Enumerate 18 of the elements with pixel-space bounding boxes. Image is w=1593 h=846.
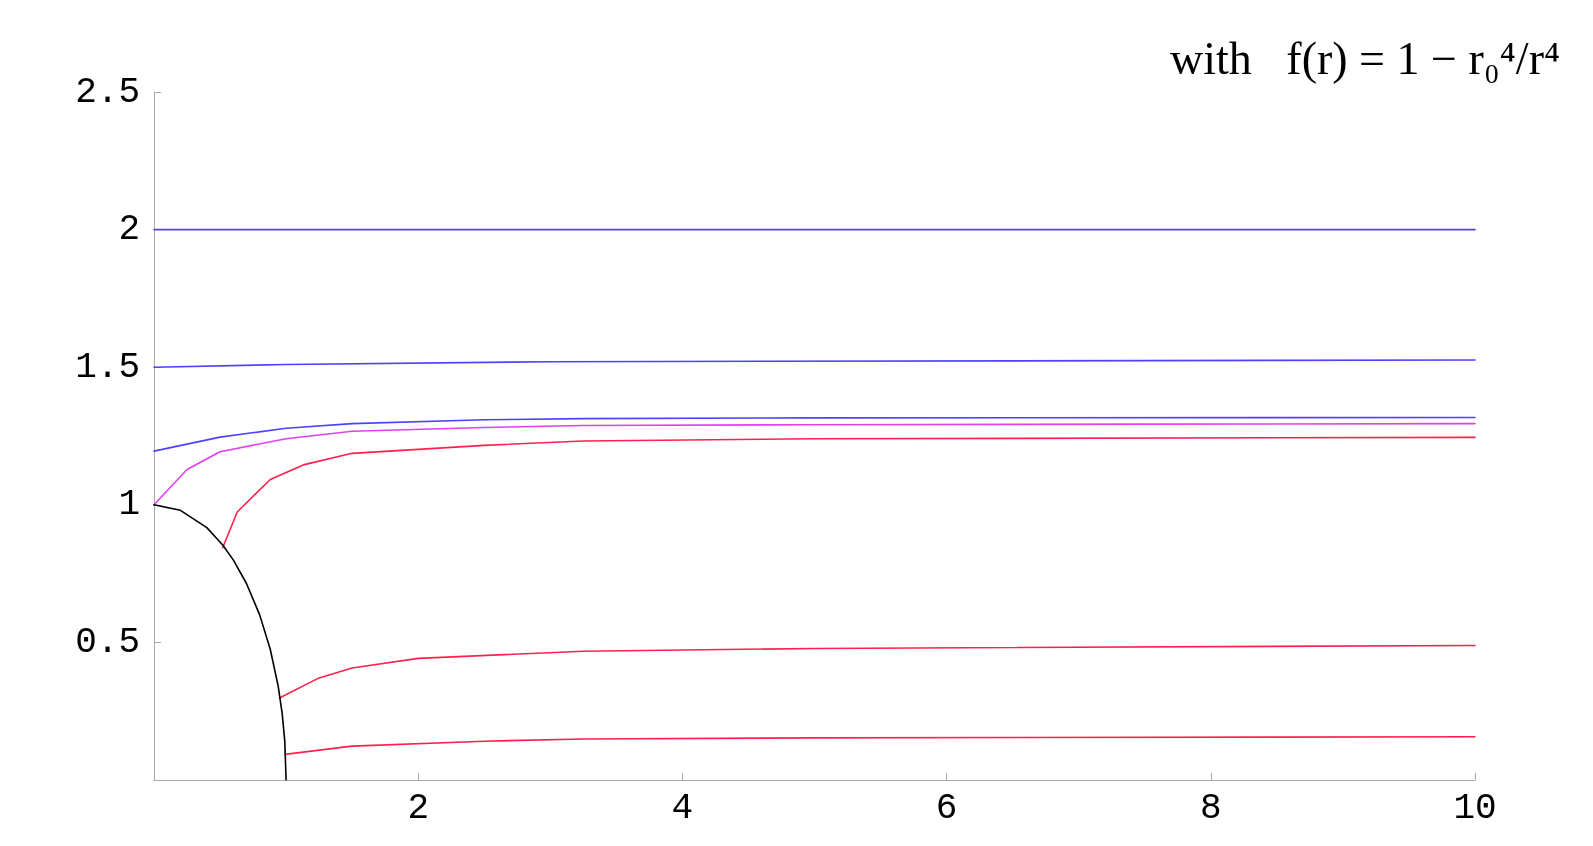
x-tick-label: 2 — [407, 787, 429, 829]
y-tick-label: 1.5 — [75, 346, 140, 388]
line-series — [153, 359, 1476, 368]
line-series — [153, 422, 1476, 506]
line-series — [278, 644, 1476, 699]
y-tick-label: 1 — [118, 484, 140, 526]
x-tick-label: 10 — [1453, 787, 1497, 829]
x-tick-label: 6 — [935, 787, 958, 829]
x-tick-label: 4 — [671, 787, 694, 829]
x-tick-label: 8 — [1200, 787, 1222, 829]
line-series — [221, 436, 1476, 549]
line-series — [153, 504, 287, 781]
y-tick-label: 2.5 — [75, 71, 140, 113]
line-series — [153, 416, 1476, 452]
chart-title: with f(r) = 1 − r₀⁴/r⁴ — [1170, 32, 1560, 84]
y-tick-label: 2 — [118, 209, 140, 251]
y-tick-label: 0.5 — [75, 621, 140, 663]
line-series — [283, 735, 1476, 756]
